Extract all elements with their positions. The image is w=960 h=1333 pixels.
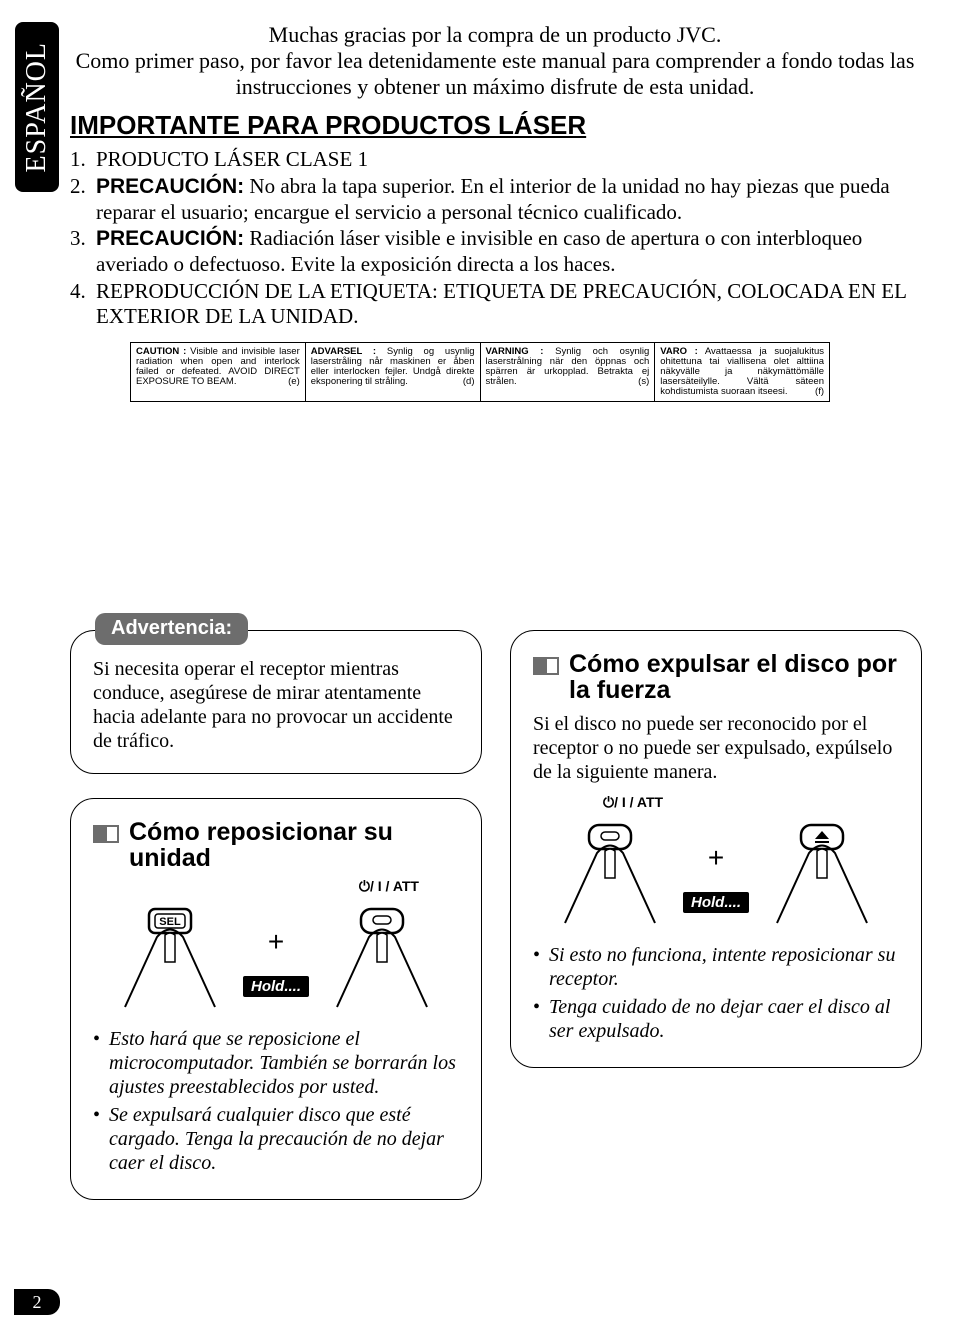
plus-sign: + bbox=[683, 842, 749, 874]
warning-suffix: (d) bbox=[463, 377, 475, 387]
bullet-text: Se expulsará cualquier disco que esté ca… bbox=[109, 1103, 459, 1175]
warning-cell-en: CAUTION : Visible and invisible laser ra… bbox=[131, 343, 306, 402]
panel-heading-row: Cómo reposicionar su unidad bbox=[93, 819, 459, 872]
eject-bullets: •Si esto no funciona, intente reposicion… bbox=[533, 943, 899, 1043]
bullet-dot: • bbox=[93, 1027, 109, 1099]
page-icon bbox=[533, 657, 559, 675]
panel-body: Si necesita operar el receptor mientras … bbox=[93, 657, 459, 753]
reset-bullets: •Esto hará que se reposicione el microco… bbox=[93, 1027, 459, 1175]
hand-eject-icon bbox=[767, 823, 877, 933]
att-label: ⏻/ I / ATT bbox=[93, 878, 419, 895]
item-number: 1. bbox=[70, 147, 96, 172]
warning-cell-sv: VARNING : Synlig och osynlig laserstråln… bbox=[480, 343, 655, 402]
hands-diagram: + Hold.... bbox=[533, 823, 899, 933]
item-text: REPRODUCCIÓN DE LA ETIQUETA: ETIQUETA DE… bbox=[96, 279, 920, 329]
panel-body: Si el disco no puede ser reconocido por … bbox=[533, 712, 899, 784]
warning-suffix: (e) bbox=[288, 377, 300, 387]
bullet-item: •Tenga cuidado de no dejar caer el disco… bbox=[533, 995, 899, 1043]
multilang-warning-label: CAUTION : Visible and invisible laser ra… bbox=[130, 342, 830, 402]
panel-heading-row: Cómo expulsar el disco por la fuerza bbox=[533, 651, 899, 704]
bullet-dot: • bbox=[533, 943, 549, 991]
caution-label: PRECAUCIÓN: bbox=[96, 227, 244, 250]
warning-suffix: (f) bbox=[815, 387, 824, 397]
item-number: 2. bbox=[70, 174, 96, 225]
list-item: 1. PRODUCTO LÁSER CLASE 1 bbox=[70, 147, 920, 172]
laser-warnings-list: 1. PRODUCTO LÁSER CLASE 1 2. PRECAUCIÓN:… bbox=[70, 147, 920, 328]
att-label: ⏻/ I / ATT bbox=[603, 794, 899, 811]
hand-att-icon bbox=[327, 907, 437, 1017]
page-number-text: 2 bbox=[33, 1292, 42, 1313]
hand-sel-icon: SEL bbox=[115, 907, 225, 1017]
reset-panel: Cómo reposicionar su unidad ⏻/ I / ATT S… bbox=[70, 798, 482, 1200]
bullet-dot: • bbox=[93, 1103, 109, 1175]
list-item: 4. REPRODUCCIÓN DE LA ETIQUETA: ETIQUETA… bbox=[70, 279, 920, 329]
item-number: 3. bbox=[70, 226, 96, 277]
plus-hold-group: + Hold.... bbox=[683, 842, 749, 913]
panel-tab: Advertencia: bbox=[95, 613, 248, 645]
page-icon bbox=[93, 825, 119, 843]
hands-diagram: SEL + Hold.... bbox=[93, 907, 459, 1017]
bullet-text: Si esto no funciona, intente reposiciona… bbox=[549, 943, 899, 991]
intro-line-1: Muchas gracias por la compra de un produ… bbox=[70, 22, 920, 48]
language-tab: ESPAÑOL bbox=[15, 22, 59, 192]
left-column: Advertencia: Si necesita operar el recep… bbox=[70, 630, 482, 1200]
advertencia-panel: Advertencia: Si necesita operar el recep… bbox=[70, 630, 482, 774]
bullet-text: Tenga cuidado de no dejar caer el disco … bbox=[549, 995, 899, 1043]
warning-cell-fi: VARO : Avattaessa ja suojalukitus ohitet… bbox=[655, 343, 830, 402]
intro-line-3: instrucciones y obtener un máximo disfru… bbox=[70, 74, 920, 100]
warning-suffix: (s) bbox=[638, 377, 649, 387]
hold-badge: Hold.... bbox=[683, 892, 749, 913]
bullet-dot: • bbox=[533, 995, 549, 1043]
plus-hold-group: + Hold.... bbox=[243, 926, 309, 997]
bullet-item: •Esto hará que se reposicione el microco… bbox=[93, 1027, 459, 1099]
item-text: PRECAUCIÓN: No abra la tapa superior. En… bbox=[96, 174, 920, 225]
laser-section-heading: IMPORTANTE PARA PRODUCTOS LÁSER bbox=[70, 110, 920, 141]
bullet-item: •Si esto no funciona, intente reposicion… bbox=[533, 943, 899, 991]
language-tab-text: ESPAÑOL bbox=[21, 42, 53, 172]
caution-label: PRECAUCIÓN: bbox=[96, 175, 244, 198]
warning-cell-da: ADVARSEL : Synlig og usynlig laserstråli… bbox=[305, 343, 480, 402]
main-content: Muchas gracias por la compra de un produ… bbox=[70, 22, 920, 402]
bullet-text: Esto hará que se reposicione el microcom… bbox=[109, 1027, 459, 1099]
panels-row: Advertencia: Si necesita operar el recep… bbox=[70, 630, 925, 1200]
bullet-item: •Se expulsará cualquier disco que esté c… bbox=[93, 1103, 459, 1175]
svg-text:SEL: SEL bbox=[159, 916, 181, 928]
hold-badge: Hold.... bbox=[243, 976, 309, 997]
item-text: PRECAUCIÓN: Radiación láser visible e in… bbox=[96, 226, 920, 277]
plus-sign: + bbox=[243, 926, 309, 958]
list-item: 3. PRECAUCIÓN: Radiación láser visible e… bbox=[70, 226, 920, 277]
panel-heading: Cómo reposicionar su unidad bbox=[129, 819, 459, 872]
page-number: 2 bbox=[14, 1289, 60, 1315]
right-column: Cómo expulsar el disco por la fuerza Si … bbox=[510, 630, 922, 1200]
item-number: 4. bbox=[70, 279, 96, 329]
item-text: PRODUCTO LÁSER CLASE 1 bbox=[96, 147, 920, 172]
hand-att-icon bbox=[555, 823, 665, 933]
list-item: 2. PRECAUCIÓN: No abra la tapa superior.… bbox=[70, 174, 920, 225]
eject-panel: Cómo expulsar el disco por la fuerza Si … bbox=[510, 630, 922, 1068]
intro-line-2: Como primer paso, por favor lea detenida… bbox=[70, 48, 920, 74]
panel-heading: Cómo expulsar el disco por la fuerza bbox=[569, 651, 899, 704]
